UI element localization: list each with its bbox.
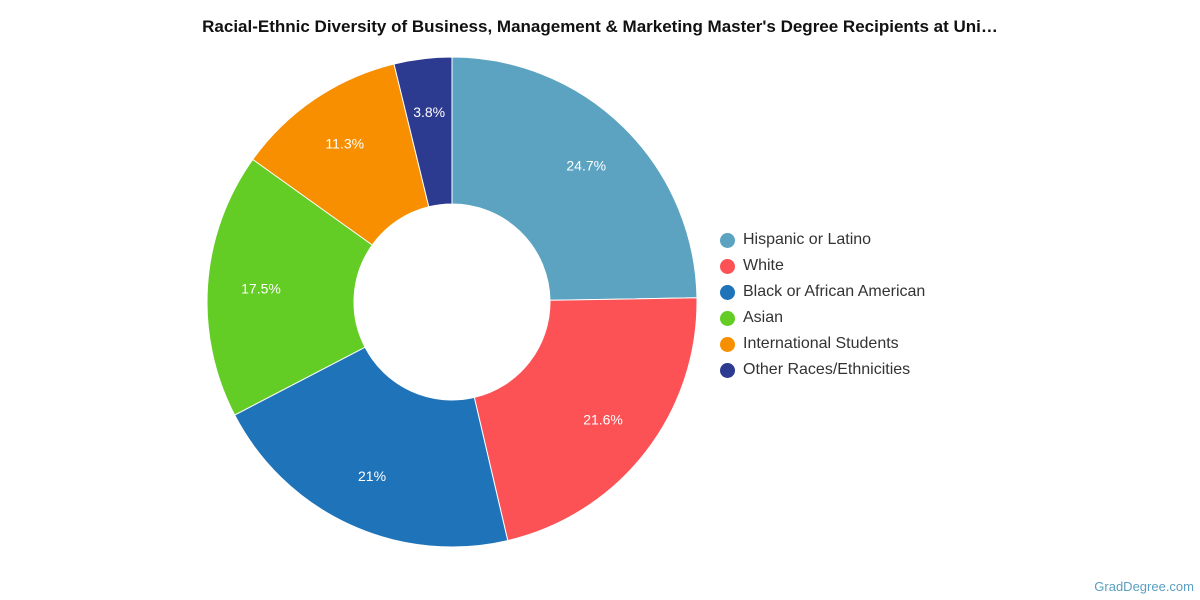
legend-label: Black or African American — [743, 283, 926, 300]
legend-item-0[interactable]: Hispanic or Latino — [720, 227, 925, 253]
legend-item-2[interactable]: Black or African American — [720, 279, 925, 305]
legend-swatch-icon — [720, 258, 735, 274]
legend-swatch-icon — [720, 336, 735, 352]
donut-slice-2[interactable] — [233, 346, 509, 548]
slice-data-label-4: 11.3% — [325, 135, 364, 151]
donut-slice-1[interactable] — [473, 297, 698, 542]
legend-item-3[interactable]: Asian — [720, 305, 925, 331]
legend-item-1[interactable]: White — [720, 253, 925, 279]
source-watermark[interactable]: GradDegree.com — [1094, 579, 1194, 594]
slice-data-label-2: 21% — [358, 468, 386, 484]
donut-slice-5[interactable] — [393, 56, 453, 208]
legend-label: White — [743, 257, 784, 274]
legend-label: Other Races/Ethnicities — [743, 361, 911, 378]
legend-item-4[interactable]: International Students — [720, 331, 925, 357]
legend-swatch-icon — [720, 362, 735, 378]
legend-swatch-icon — [720, 232, 735, 248]
legend-label: International Students — [743, 335, 899, 352]
legend-label: Hispanic or Latino — [743, 231, 872, 248]
chart-legend: Hispanic or Latino White Black or African … — [720, 227, 925, 383]
legend-swatch-icon — [720, 310, 735, 326]
legend-label: Asian — [743, 309, 784, 326]
donut-slice-0[interactable] — [451, 56, 698, 301]
slice-data-label-3: 17.5% — [241, 280, 281, 296]
slice-data-label-1: 21.6% — [583, 412, 623, 428]
legend-item-5[interactable]: Other Races/Ethnicities — [720, 357, 925, 383]
chart-title: Racial-Ethnic Diversity of Business, Man… — [202, 17, 998, 36]
slice-data-label-5: 3.8% — [413, 104, 445, 120]
donut-slice-4[interactable] — [252, 63, 430, 246]
legend-swatch-icon — [720, 284, 735, 300]
slice-data-label-0: 24.7% — [566, 157, 606, 173]
donut-slice-3[interactable] — [206, 158, 373, 416]
